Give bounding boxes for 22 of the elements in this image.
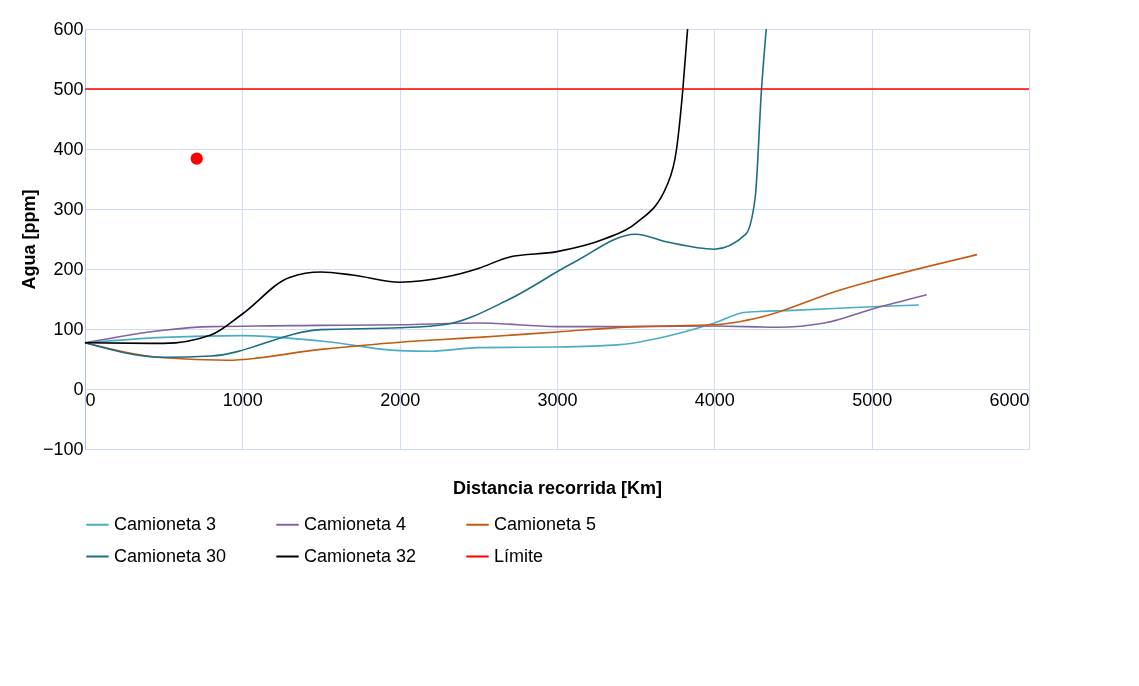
legend-label: Camioneta 30	[114, 545, 227, 566]
y-tick-label: 300	[53, 198, 84, 219]
x-tick-label: 5000	[852, 389, 893, 410]
y-tick-label: 100	[53, 318, 84, 339]
y-tick-label: −100	[42, 438, 84, 459]
x-tick-label: 6000	[989, 389, 1030, 410]
x-tick-label: 4000	[694, 389, 735, 410]
legend-label: Camioneta 32	[304, 545, 417, 566]
legend-label: Camioneta 4	[304, 513, 407, 534]
line-series	[84, 28, 689, 345]
y-tick-label: 400	[53, 138, 84, 159]
legend-label: Camioneta 3	[114, 513, 217, 534]
y-axis-title: Agua [ppm]	[18, 189, 39, 290]
y-tick-label: 200	[53, 258, 84, 279]
x-tick-label: 1000	[222, 389, 263, 410]
x-tick-label: 3000	[537, 389, 578, 410]
y-tick-label: 600	[53, 18, 84, 39]
legend-label: Límite	[494, 545, 544, 566]
x-axis-title: Distancia recorrida [Km]	[452, 477, 663, 498]
legend-label: Camioneta 5	[494, 513, 597, 534]
y-tick-label: 500	[53, 78, 84, 99]
x-tick-label: 2000	[380, 389, 421, 410]
